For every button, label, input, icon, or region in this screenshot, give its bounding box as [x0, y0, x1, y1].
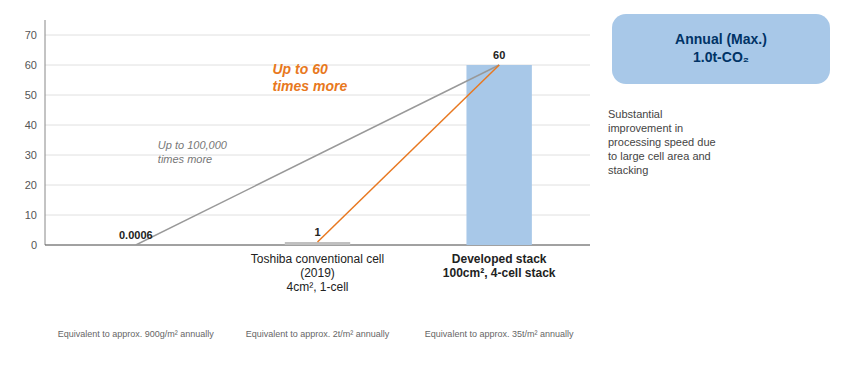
text-line: Up to 100,000	[158, 139, 228, 151]
text-line: 4cm², 1-cell	[286, 280, 348, 294]
grid	[45, 35, 590, 245]
text-line: 1.0t-CO₂	[693, 49, 749, 65]
y-tick-label: 40	[25, 119, 37, 131]
category-label: Toshiba conventional cell(2019)4cm², 1-c…	[251, 252, 384, 294]
y-tick-label: 50	[25, 89, 37, 101]
y-tick-label: 60	[25, 59, 37, 71]
connector-line	[136, 65, 499, 245]
text-line: to large cell area and	[608, 150, 711, 162]
data-label: 1	[314, 226, 320, 238]
text-line: Annual (Max.)	[675, 31, 767, 47]
annotation: Substantial improvement in processing spee…	[608, 108, 716, 176]
annotation: Up to 60times more	[273, 61, 348, 94]
text-line: 100cm², 4-cell stack	[443, 266, 556, 280]
y-tick-label: 30	[25, 149, 37, 161]
sub-label: Equivalent to approx. 2t/m² annually	[246, 329, 390, 339]
marks	[103, 65, 532, 245]
y-tick-label: 70	[25, 29, 37, 41]
text-line: processing speed due	[608, 136, 716, 148]
grid-line	[45, 35, 590, 36]
bar	[285, 242, 350, 245]
bar	[466, 65, 531, 245]
chart: 0 10 20 30 40 50 60 70 0.0006 1 60 Toshiba conventi…	[0, 0, 850, 392]
y-axis-line	[45, 20, 46, 245]
text-line: Toshiba conventional cell	[251, 252, 384, 266]
sub-label: Equivalent to approx. 35t/m² annually	[425, 329, 574, 339]
sub-label: Equivalent to approx. 900g/m² annually	[58, 329, 215, 339]
text-line: Up to 60	[273, 61, 328, 77]
annotation: Annual (Max.) 1.0t-CO₂	[675, 31, 767, 65]
data-label: 0.0006	[119, 229, 153, 241]
y-tick-label: 0	[31, 239, 37, 251]
annotation: Up to 100,000 times more	[158, 139, 228, 165]
text-line: Developed stack	[452, 252, 547, 266]
y-tick-label: 10	[25, 209, 37, 221]
category-label: Developed stack100cm², 4-cell stack	[443, 252, 556, 280]
y-tick-label: 20	[25, 179, 37, 191]
data-label: 60	[493, 49, 505, 61]
text-line: improvement in	[608, 122, 683, 134]
text-line: (2019)	[300, 266, 335, 280]
text-line: Substantial	[608, 108, 662, 120]
text-line: times more	[158, 153, 212, 165]
text-line: times more	[273, 78, 348, 94]
text-line: stacking	[608, 164, 648, 176]
bubble	[612, 14, 830, 84]
